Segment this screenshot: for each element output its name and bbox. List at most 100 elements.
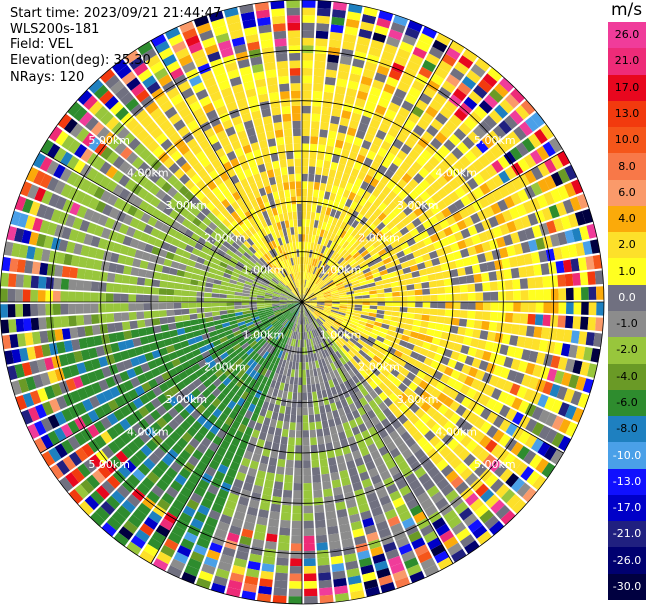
velocity-cell (189, 253, 199, 262)
velocity-cell (419, 230, 430, 240)
ring-label: 2.00km (204, 361, 246, 374)
velocity-cell (208, 330, 218, 338)
velocity-cell (279, 405, 286, 414)
velocity-cell (259, 339, 267, 347)
velocity-cell (140, 444, 153, 457)
velocity-cell (431, 411, 443, 423)
velocity-cell (395, 269, 404, 276)
velocity-cell (185, 167, 197, 179)
velocity-cell (510, 267, 520, 279)
velocity-cell (313, 321, 319, 328)
velocity-cell (416, 223, 426, 234)
velocity-cell (211, 398, 222, 408)
velocity-cell (256, 438, 265, 448)
velocity-cell (186, 138, 198, 150)
velocity-cell (281, 359, 287, 368)
velocity-cell (277, 283, 285, 289)
velocity-cell (449, 325, 459, 334)
velocity-cell (345, 311, 354, 316)
velocity-cell (47, 143, 61, 159)
velocity-cell (220, 318, 230, 324)
velocity-cell (392, 337, 401, 345)
velocity-cell (237, 543, 251, 554)
velocity-cell (286, 337, 291, 346)
velocity-cell (49, 464, 64, 480)
velocity-cell (293, 249, 297, 258)
velocity-cell (366, 278, 375, 284)
velocity-cell (335, 266, 343, 274)
velocity-cell (282, 228, 288, 237)
velocity-cell (303, 324, 306, 333)
velocity-cell (452, 309, 461, 318)
velocity-cell (33, 437, 47, 453)
velocity-cell (292, 242, 297, 250)
velocity-cell (399, 307, 408, 313)
velocity-cell (337, 462, 347, 472)
velocity-cell (290, 83, 301, 91)
colorbar-tick-label: 21.0 (614, 54, 640, 68)
velocity-cell (250, 56, 263, 66)
velocity-cell (437, 188, 448, 199)
velocity-cell (221, 276, 230, 283)
velocity-cell (238, 258, 247, 265)
velocity-cell (132, 258, 142, 268)
velocity-cell (203, 241, 213, 250)
velocity-cell (268, 371, 275, 380)
velocity-cell (337, 516, 350, 526)
velocity-cell (378, 202, 388, 212)
velocity-cell (231, 271, 240, 278)
velocity-cell (572, 316, 581, 330)
velocity-cell (456, 141, 470, 155)
velocity-cell (420, 498, 434, 511)
velocity-cell (120, 350, 130, 361)
velocity-cell (530, 182, 543, 196)
velocity-cell (199, 29, 214, 42)
velocity-cell (541, 462, 556, 478)
velocity-cell (360, 510, 372, 521)
velocity-cell (302, 317, 305, 325)
velocity-cell (283, 277, 289, 285)
velocity-cell (351, 384, 360, 394)
velocity-cell (132, 196, 143, 208)
velocity-cell (252, 484, 263, 494)
velocity-cell (382, 407, 393, 418)
velocity-cell (151, 465, 165, 478)
velocity-cell (207, 272, 216, 279)
velocity-cell (426, 406, 437, 418)
velocity-cell (268, 457, 278, 467)
velocity-cell (473, 430, 486, 444)
velocity-cell (550, 302, 559, 314)
velocity-cell (285, 406, 291, 415)
velocity-cell (346, 328, 355, 335)
velocity-cell (489, 281, 498, 291)
velocity-cell (410, 366, 420, 376)
velocity-cell (548, 204, 560, 219)
velocity-cell (366, 125, 378, 136)
velocity-cell (296, 287, 300, 295)
velocity-cell (525, 265, 535, 277)
velocity-cell (243, 168, 253, 178)
velocity-cell (524, 227, 535, 240)
velocity-cell (302, 302, 310, 304)
velocity-cell (78, 256, 88, 268)
velocity-cell (375, 129, 387, 140)
velocity-cell (206, 393, 217, 403)
colorbar-tick-label: -8.0 (616, 422, 638, 436)
velocity-cell (315, 360, 320, 369)
velocity-cell (430, 73, 445, 86)
velocity-cell (420, 275, 429, 283)
velocity-cell (395, 167, 406, 179)
velocity-cell (97, 214, 109, 227)
velocity-cell (158, 441, 171, 454)
velocity-cell (72, 217, 83, 230)
velocity-cell (58, 354, 69, 367)
velocity-cell (182, 320, 192, 328)
velocity-cell (302, 369, 306, 378)
velocity-cell (422, 288, 431, 295)
velocity-cell (241, 302, 250, 306)
velocity-cell (89, 454, 103, 469)
velocity-cell (381, 368, 390, 378)
velocity-cell (367, 194, 377, 204)
velocity-cell (334, 210, 342, 219)
velocity-cell (447, 358, 458, 369)
